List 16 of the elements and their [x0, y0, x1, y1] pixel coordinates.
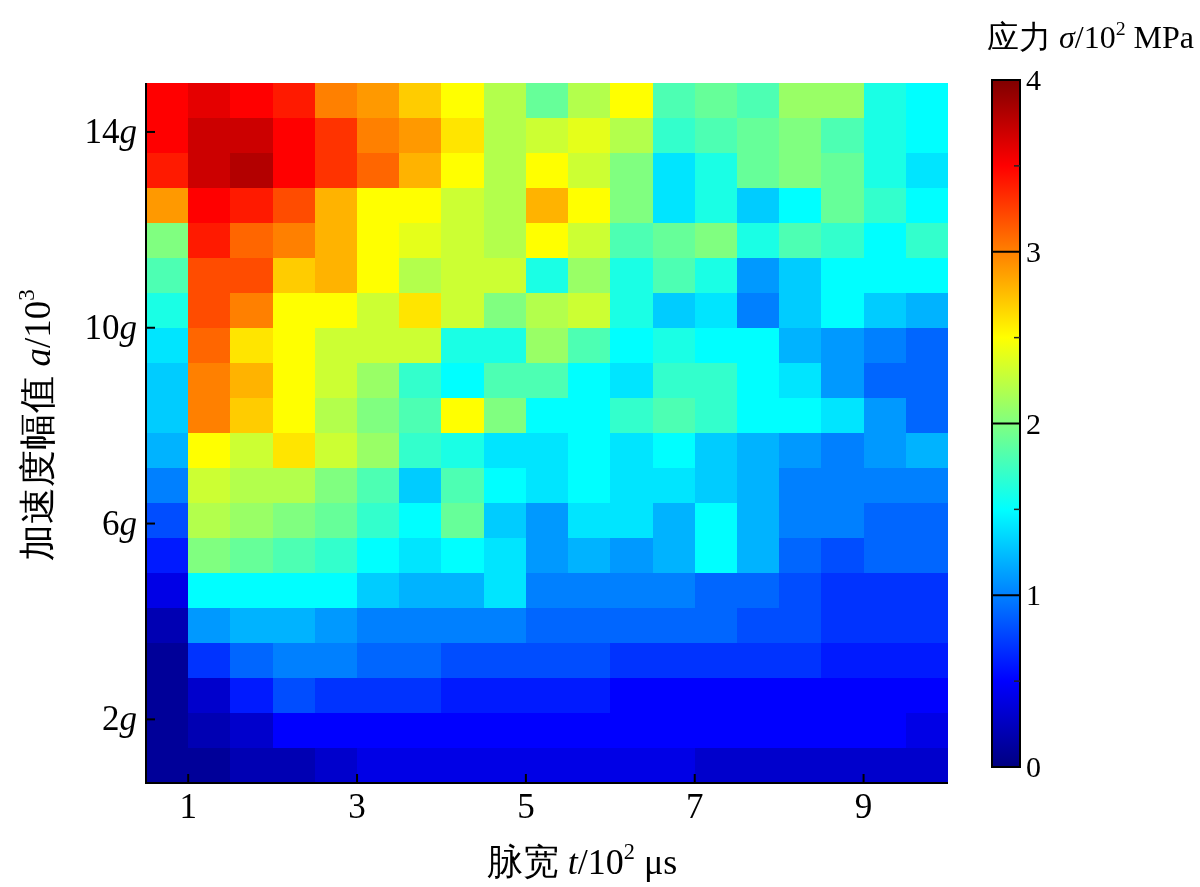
colorbar-tick-label: 2	[1026, 406, 1041, 440]
x-axis-title: 脉宽 t/10$^{2}$ μs	[486, 838, 678, 882]
x-tick-label: 3	[348, 787, 366, 826]
x-tick-label: 5	[517, 787, 535, 826]
x-tick-label: 7	[686, 787, 704, 826]
y-tick-label: 10g	[84, 307, 137, 347]
colorbar-tick-label: 1	[1026, 578, 1041, 612]
y-tick-label: 14g	[84, 111, 137, 151]
y-tick-label: 6g	[102, 503, 137, 543]
colorbar-tick-label: 0	[1026, 750, 1041, 783]
x-tick-label: 9	[854, 787, 873, 826]
colorbar-tick-label: 3	[1026, 234, 1041, 268]
x-tick-label: 1	[179, 787, 197, 826]
colorbar-title: 应力 σ/10$^{2}$ MPa	[986, 16, 1194, 55]
colorbar-tick-label: 4	[1026, 63, 1041, 96]
y-tick-label: 2g	[102, 699, 137, 739]
